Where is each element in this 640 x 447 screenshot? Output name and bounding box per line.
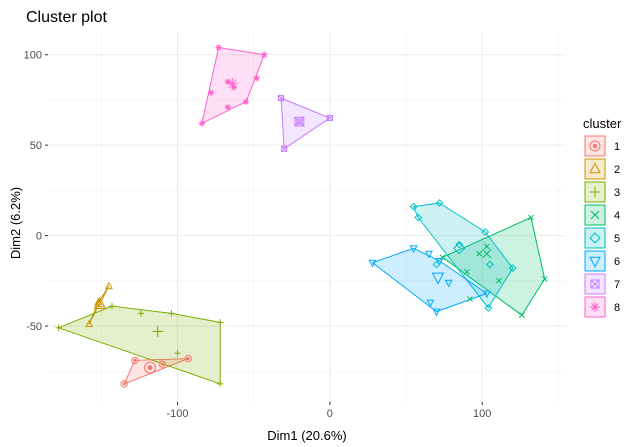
data-point-cluster-7 [281, 145, 288, 152]
data-point-cluster-8 [224, 103, 231, 111]
data-point-cluster-2 [94, 297, 103, 306]
data-point-cluster-6 [482, 290, 491, 299]
data-point-cluster-8 [207, 89, 215, 96]
data-point-cluster-4 [467, 295, 473, 302]
data-point-cluster-2 [104, 281, 113, 290]
cluster-center-3 [152, 325, 164, 337]
data-point-cluster-6 [435, 258, 444, 266]
x-axis-title: Dim1 (20.6%) [267, 428, 346, 443]
legend-symbol-6 [589, 256, 601, 268]
data-point-cluster-3 [216, 380, 224, 388]
data-point-cluster-5 [485, 260, 494, 269]
data-point-cluster-5 [455, 240, 464, 249]
y-tick-label: 100 [24, 50, 42, 62]
x-tick-label: 100 [473, 408, 491, 420]
data-point-cluster-8 [215, 44, 222, 51]
cluster-hull-3 [58, 305, 221, 385]
x-tick-label: 0 [327, 408, 333, 420]
data-point-cluster-5 [414, 213, 423, 222]
data-point-cluster-4 [496, 277, 502, 284]
cluster-center-4 [482, 248, 492, 259]
data-point-cluster-3 [55, 324, 62, 332]
cluster-hull-1 [123, 358, 189, 385]
data-point-cluster-7 [326, 114, 333, 122]
data-point-cluster-6 [409, 245, 418, 254]
data-point-cluster-3 [108, 302, 116, 310]
legend-label-1: 1 [614, 141, 620, 153]
legend-label-5: 5 [614, 233, 620, 245]
data-point-cluster-6 [424, 250, 433, 259]
data-point-cluster-5 [508, 264, 517, 273]
data-point-cluster-5 [484, 304, 493, 312]
cluster-center-5 [453, 242, 466, 255]
legend-label-2: 2 [614, 164, 620, 176]
data-point-cluster-1 [131, 356, 139, 365]
plot-panel [48, 33, 566, 402]
data-point-cluster-3 [174, 349, 181, 357]
data-point-cluster-1 [184, 354, 192, 363]
data-point-cluster-8 [242, 98, 250, 105]
cluster-hull-7 [280, 97, 331, 150]
legend-label-4: 4 [614, 210, 620, 222]
cluster-hull-6 [372, 247, 488, 313]
data-point-cluster-8 [198, 120, 206, 127]
cluster-center-2 [93, 296, 107, 309]
data-point-cluster-4 [483, 243, 490, 250]
data-point-cluster-4 [476, 250, 483, 257]
legend-key-5 [584, 227, 606, 249]
panel-background [48, 33, 566, 402]
legend-symbol-8 [590, 302, 600, 312]
legend-label-8: 8 [614, 302, 620, 314]
y-axis-title: Dim2 (6.2%) [8, 187, 23, 259]
data-point-cluster-3 [168, 310, 175, 317]
data-point-cluster-6 [426, 299, 435, 308]
chart-title: Cluster plot [26, 9, 107, 26]
data-point-cluster-5 [481, 228, 490, 236]
data-point-cluster-4 [528, 214, 534, 221]
cluster-center-6 [431, 272, 445, 285]
legend-symbol-3 [590, 187, 600, 197]
data-point-cluster-8 [261, 51, 268, 58]
legend-key-2 [584, 158, 606, 180]
y-tick-label: 50 [30, 140, 42, 152]
x-tick-label: -100 [166, 408, 188, 420]
cluster-center-8 [226, 78, 238, 90]
cluster-center-1 [144, 361, 157, 374]
legend-symbol-7 [590, 279, 600, 289]
legend-symbol-4 [590, 210, 600, 220]
legend-key-6 [584, 250, 606, 272]
data-point-cluster-1 [120, 380, 128, 388]
data-point-cluster-5 [409, 202, 418, 211]
data-point-cluster-4 [464, 268, 470, 275]
data-point-cluster-1 [158, 360, 166, 368]
data-point-cluster-6 [432, 308, 441, 317]
cluster-hull-5 [413, 202, 514, 309]
y-tick-label: -50 [26, 321, 42, 333]
data-point-cluster-4 [518, 312, 525, 319]
legend-symbol-2 [589, 162, 601, 174]
legend-label-6: 6 [614, 256, 620, 268]
legend-symbol-1 [589, 140, 601, 152]
data-point-cluster-6 [444, 279, 453, 288]
data-point-cluster-3 [216, 319, 224, 326]
data-point-cluster-8 [253, 75, 260, 82]
data-point-cluster-7 [278, 95, 285, 102]
legend-symbol-5 [589, 232, 601, 244]
cluster-center-7 [294, 116, 305, 127]
data-point-cluster-6 [368, 259, 377, 268]
legend-title: cluster [583, 116, 622, 131]
y-tick-label: 0 [36, 231, 42, 243]
legend-label-3: 3 [614, 187, 620, 199]
legend: cluster 1 2 3 4 5 6 7 8 [583, 116, 622, 318]
legend-label-7: 7 [614, 279, 620, 291]
data-point-cluster-5 [435, 199, 444, 207]
data-point-cluster-2 [85, 319, 94, 328]
data-point-cluster-3 [137, 310, 145, 317]
data-point-cluster-4 [541, 276, 548, 282]
